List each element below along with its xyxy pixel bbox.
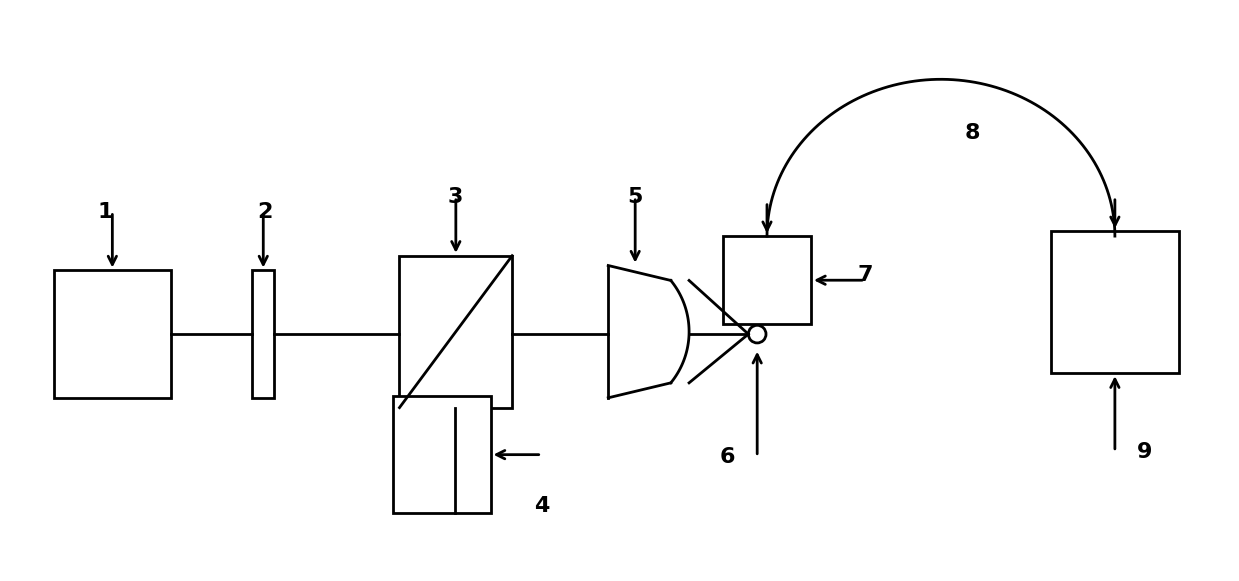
Text: 1: 1 bbox=[98, 202, 113, 221]
Bar bbox=[53, 270, 171, 398]
Text: 8: 8 bbox=[965, 123, 980, 143]
Bar bbox=[399, 256, 512, 408]
Bar bbox=[393, 396, 491, 514]
Text: 4: 4 bbox=[534, 496, 549, 515]
Bar bbox=[722, 236, 812, 324]
Text: 2: 2 bbox=[258, 202, 273, 221]
Text: 3: 3 bbox=[447, 187, 463, 207]
Text: 9: 9 bbox=[1136, 442, 1152, 462]
Text: 5: 5 bbox=[627, 187, 642, 207]
Bar bbox=[1051, 231, 1178, 374]
Text: 7: 7 bbox=[857, 266, 872, 285]
Text: 6: 6 bbox=[720, 447, 736, 467]
Bar bbox=[253, 270, 274, 398]
